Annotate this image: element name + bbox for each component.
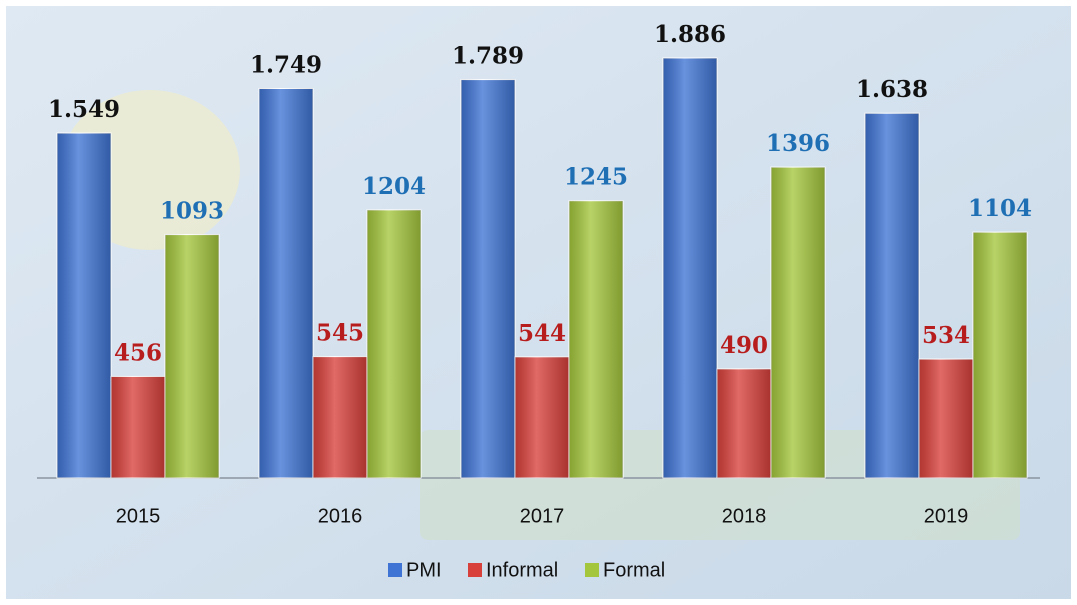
bar-shine <box>165 234 219 478</box>
x-tick-label: 2019 <box>924 505 969 527</box>
value-label: 1.749 <box>250 52 322 79</box>
legend-swatch <box>388 563 402 577</box>
value-label: 534 <box>922 322 970 349</box>
legend-swatch <box>585 563 599 577</box>
legend-swatch <box>468 563 482 577</box>
x-tick-label: 2017 <box>520 505 565 527</box>
value-label: 490 <box>720 332 768 359</box>
bar-shine <box>515 356 569 478</box>
bar-shine <box>259 88 313 479</box>
bar-shine <box>771 167 825 479</box>
legend-label: Informal <box>486 559 558 581</box>
value-label: 1104 <box>968 195 1032 222</box>
value-label: 544 <box>518 320 566 347</box>
value-label: 545 <box>316 320 364 347</box>
value-label: 1204 <box>362 173 426 200</box>
value-label: 1396 <box>766 130 830 157</box>
bar-shine <box>865 113 919 478</box>
value-label: 1.789 <box>452 43 524 70</box>
x-tick-label: 2015 <box>116 505 161 527</box>
value-label: 1.549 <box>48 96 120 123</box>
bar-shine <box>717 368 771 478</box>
bar-shine <box>461 79 515 479</box>
x-tick-label: 2018 <box>722 505 767 527</box>
bar-shine <box>919 359 973 478</box>
x-tick-label: 2016 <box>318 505 363 527</box>
bar-shine <box>313 356 367 478</box>
bar-shine <box>973 232 1027 478</box>
legend-label: Formal <box>603 559 665 581</box>
bar-shine <box>111 376 165 478</box>
bar-shine <box>663 58 717 478</box>
value-label: 1093 <box>160 198 224 225</box>
bar-shine <box>569 200 623 478</box>
value-label: 456 <box>114 339 162 366</box>
bar-shine <box>57 133 111 478</box>
value-label: 1245 <box>564 164 628 191</box>
value-label: 1.638 <box>856 76 928 103</box>
bar-shine <box>367 209 421 478</box>
value-label: 1.886 <box>654 21 726 48</box>
legend-label: PMI <box>406 559 442 581</box>
